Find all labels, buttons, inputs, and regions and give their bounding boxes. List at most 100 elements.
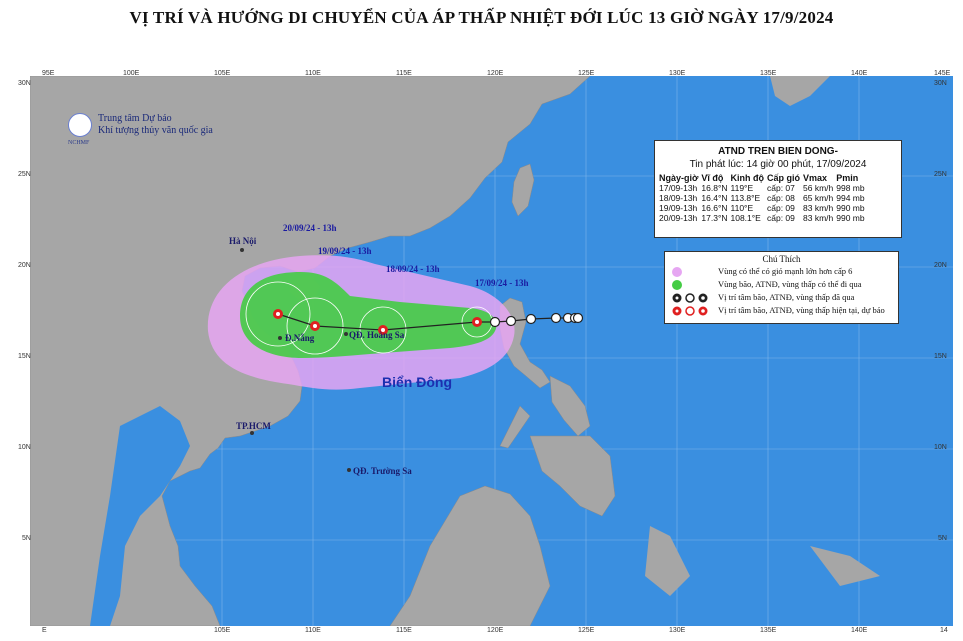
japan-islands	[770, 76, 830, 106]
table-cell: 83 km/h	[803, 213, 834, 223]
table-cell: 119°E	[730, 183, 754, 193]
lat-tick-left: 25N	[18, 171, 31, 178]
date-label-d4: 20/09/24 - 13h	[283, 223, 337, 233]
lon-tick-top: 145E	[934, 70, 951, 77]
lon-tick-bottom: 14	[940, 627, 948, 634]
table-cell: 83 km/h	[803, 203, 834, 213]
table-cell: 16.8°N	[701, 183, 728, 193]
lon-tick-top: 115E	[396, 70, 412, 77]
table-cell: 65 km/h	[803, 193, 834, 203]
map-title: VỊ TRÍ VÀ HƯỚNG DI CHUYỂN CỦA ÁP THẤP NH…	[129, 8, 834, 27]
table-cell: 20/09-13h	[659, 213, 698, 223]
sea-label: Biển Đông	[382, 374, 452, 390]
legend-item-past-centers: Vị trí tâm bão, ATNĐ, vùng thấp đã qua	[672, 292, 892, 304]
table-row: 20/09-13h 17.3°N 108.1°E cấp: 09 83 km/h…	[659, 213, 868, 223]
taiwan-island	[511, 163, 535, 217]
forecast-table: Ngày-giờ Vĩ độ Kinh độ Cấp gió Vmax Pmin…	[659, 173, 868, 223]
lon-tick-top: 95E	[42, 70, 55, 77]
info-title: ATND TREN BIEN DONG-	[718, 146, 838, 157]
table-cell: 16.6°N	[701, 203, 728, 213]
table-cell: 990 mb	[836, 203, 865, 213]
table-cell: 17.3°N	[701, 213, 728, 223]
lat-tick-right: 30N	[934, 80, 947, 87]
table-cell: 18/09-13h	[659, 193, 698, 203]
lon-tick-bottom: 115E	[396, 627, 412, 634]
col-header: Vmax	[803, 173, 828, 183]
city-label-hcm: TP.HCM	[236, 421, 271, 431]
lat-tick-right: 10N	[934, 444, 947, 451]
lon-tick-bottom: 135E	[760, 627, 777, 634]
table-cell: cấp: 09	[767, 213, 795, 223]
lat-tick-right: 5N	[938, 535, 947, 542]
philippines	[499, 297, 616, 517]
legend-item-label: Vùng có thể có gió mạnh lớn hơn cấp 6	[718, 266, 853, 276]
table-cell: 113.8°E	[730, 193, 761, 203]
date-label-d2: 18/09/24 - 13h	[386, 264, 440, 274]
forecast-center-icons	[672, 306, 708, 316]
col-header: Cấp gió	[767, 173, 800, 183]
table-cell: 990 mb	[836, 213, 865, 223]
lon-tick-top: 120E	[487, 70, 504, 77]
city-label-hanoi: Hà Nội	[229, 236, 257, 246]
table-cell: 16.4°N	[701, 193, 728, 203]
lon-tick-top: 130E	[669, 70, 686, 77]
table-cell: 17/09-13h	[659, 183, 698, 193]
lat-tick-left: 10N	[18, 444, 31, 451]
date-label-d1: 17/09/24 - 13h	[475, 278, 529, 288]
lon-tick-bottom: 110E	[305, 627, 321, 634]
radius-circles	[245, 281, 493, 355]
table-row: 17/09-13h 16.8°N 119°E cấp: 07 56 km/h 9…	[659, 183, 868, 193]
lon-tick-bottom: 130E	[669, 627, 686, 634]
date-label-d3: 19/09/24 - 13h	[318, 246, 372, 256]
legend-item-storm-zone: Vùng bão, ATNĐ, vùng thấp có thể đi qua	[672, 279, 892, 291]
island-label-hoangsa: QĐ. Hoàng Sa	[349, 330, 405, 340]
info-issued: Tin phát lúc: 14 giờ 00 phút, 17/09/2024	[689, 159, 867, 170]
lon-tick-top: 135E	[760, 70, 777, 77]
lon-tick-top: 105E	[214, 70, 231, 77]
table-cell: 108.1°E	[730, 213, 761, 223]
lon-tick-top: 110E	[305, 70, 321, 77]
table-header-row: Ngày-giờ Vĩ độ Kinh độ Cấp gió Vmax Pmin	[659, 173, 868, 183]
forecast-centers	[273, 309, 482, 335]
table-cell: 19/09-13h	[659, 203, 698, 213]
forecast-info-box: ATND TREN BIEN DONG- Tin phát lúc: 14 gi…	[654, 140, 902, 238]
lat-tick-right: 25N	[934, 171, 947, 178]
table-cell: cấp: 09	[767, 203, 795, 213]
lon-tick-top: 125E	[578, 70, 595, 77]
island-label-truongsa: QĐ. Trường Sa	[353, 466, 412, 476]
lat-tick-left: 30N	[18, 80, 31, 87]
storm-zone-area	[240, 272, 497, 358]
agency-name-line1: Trung tâm Dự báo	[98, 113, 172, 124]
lat-tick-right: 15N	[934, 353, 947, 360]
table-row: 18/09-13h 16.4°N 113.8°E cấp: 08 65 km/h…	[659, 193, 868, 203]
legend-item-forecast-centers: Vị trí tâm bão, ATNĐ, vùng thấp hiện tại…	[672, 305, 897, 317]
legend-item-label: Vùng bão, ATNĐ, vùng thấp có thể đi qua	[718, 279, 862, 289]
map-legend: Chú Thích Vùng có thể có gió mạnh lớn hơ…	[664, 251, 899, 324]
lat-tick-left: 15N	[18, 353, 31, 360]
table-cell: 998 mb	[836, 183, 865, 193]
map-canvas	[30, 76, 953, 626]
lat-tick-right: 20N	[934, 262, 947, 269]
agency-name-line2: Khí tượng thủy văn quốc gia	[98, 125, 213, 136]
col-header: Ngày-giờ	[659, 173, 699, 183]
past-centers	[489, 312, 584, 328]
legend-item-label: Vị trí tâm bão, ATNĐ, vùng thấp hiện tại…	[718, 305, 885, 315]
table-cell: 994 mb	[836, 193, 865, 203]
table-cell: 110°E	[730, 203, 754, 213]
lon-tick-bottom: 140E	[851, 627, 868, 634]
past-center-icons	[672, 293, 708, 303]
pink-zone-swatch	[672, 267, 682, 277]
legend-item-wind-zone: Vùng có thể có gió mạnh lớn hơn cấp 6	[672, 266, 892, 278]
lat-tick-left: 5N	[22, 535, 31, 542]
lon-tick-top: 140E	[851, 70, 868, 77]
table-cell: cấp: 07	[767, 183, 795, 193]
agency-logo	[68, 113, 92, 137]
lat-tick-left: 20N	[18, 262, 31, 269]
legend-item-label: Vị trí tâm bão, ATNĐ, vùng thấp đã qua	[718, 292, 855, 302]
table-cell: cấp: 08	[767, 193, 795, 203]
col-header: Pmin	[836, 173, 859, 183]
col-header: Vĩ độ	[701, 173, 724, 183]
table-row: 19/09-13h 16.6°N 110°E cấp: 09 83 km/h 9…	[659, 203, 868, 213]
agency-logo-text: NCHMF	[68, 140, 90, 146]
lon-tick-bottom: 105E	[214, 627, 231, 634]
